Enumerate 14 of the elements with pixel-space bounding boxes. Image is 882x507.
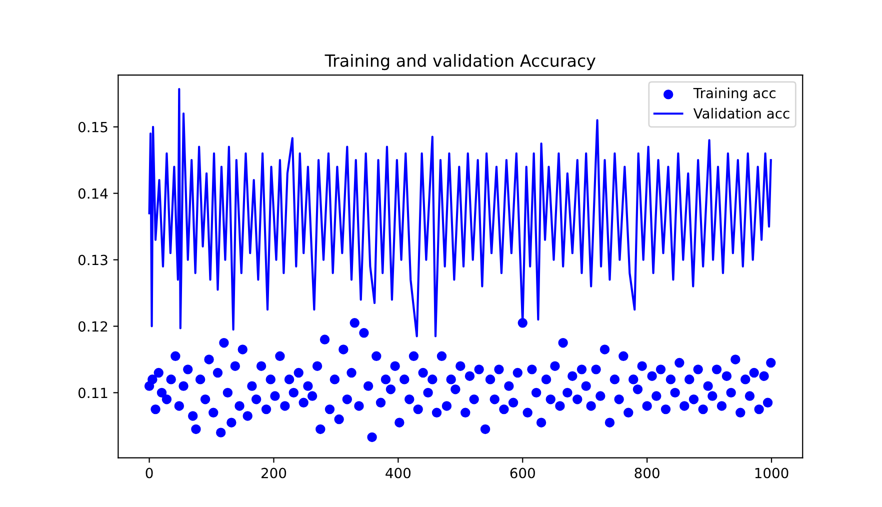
x-tick-label: 1000 — [755, 468, 788, 478]
x-tick-label: 200 — [262, 468, 286, 478]
legend-label: Training acc — [693, 88, 776, 101]
legend-label: Validation acc — [693, 108, 790, 119]
x-tick-label: 600 — [510, 468, 535, 478]
y-tick-label: 0.14 — [78, 188, 108, 199]
y-tick-label: 0.11 — [78, 388, 108, 398]
x-tick-label: 0 — [146, 468, 153, 478]
chart-title: Training and validation Accuracy — [324, 54, 596, 70]
x-tick-label: 800 — [634, 468, 660, 478]
y-tick-label: 0.15 — [78, 122, 108, 132]
y-tick-label: 0.12 — [78, 321, 108, 332]
y-tick-label: 0.13 — [78, 254, 108, 266]
x-tick-label: 400 — [386, 468, 411, 478]
